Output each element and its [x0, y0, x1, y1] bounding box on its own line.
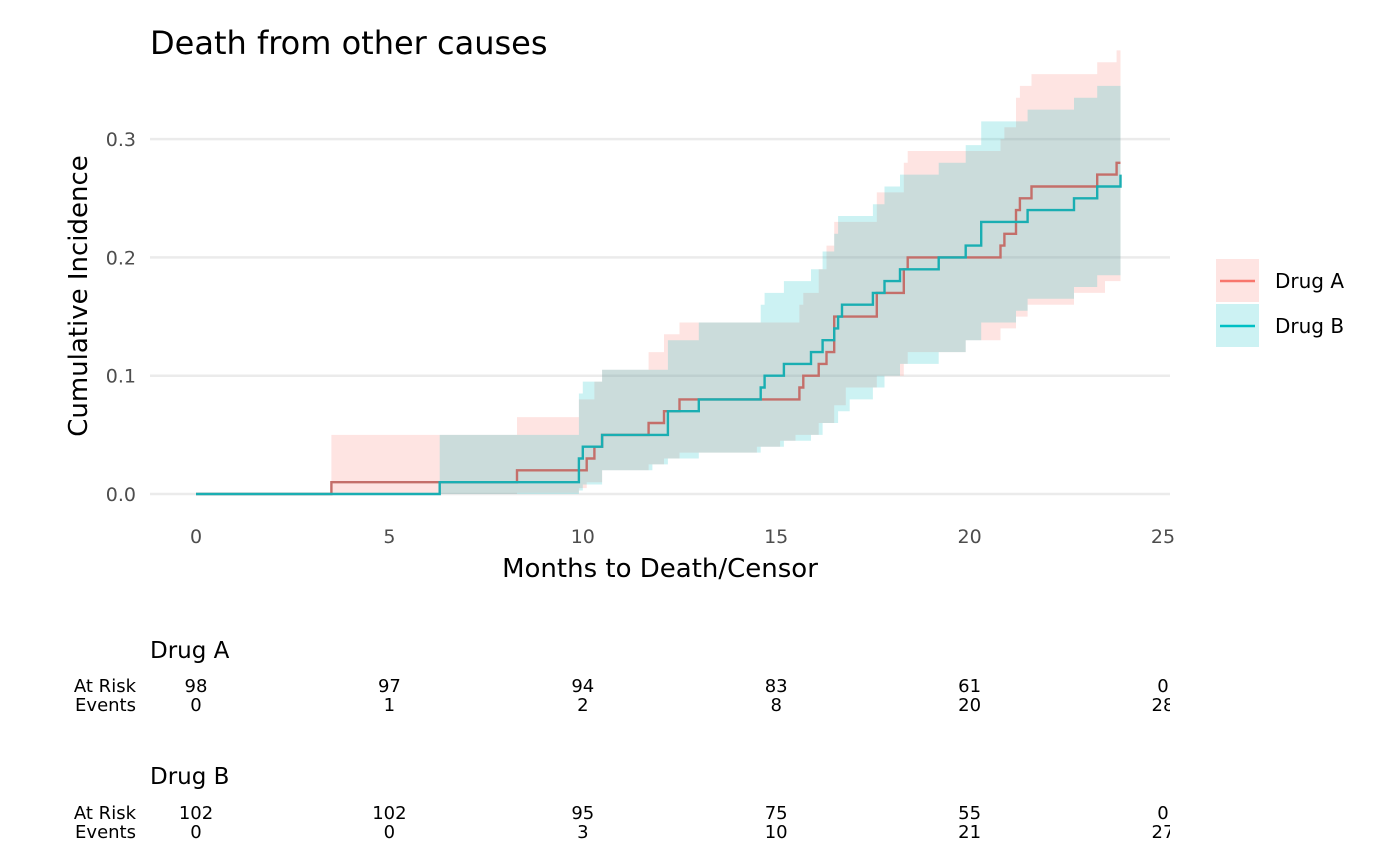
risk-cell-at-risk: 0: [1157, 676, 1169, 697]
row-label-at-risk: At Risk: [73, 803, 136, 824]
x-tick-label: 10: [571, 526, 595, 548]
risk-cell-at-risk: 75: [764, 803, 788, 824]
y-axis-ticks: 0.0 0.1 0.2 0.3: [106, 129, 136, 506]
incidence-lines: [196, 161, 1122, 496]
confidence-band-drug-b: [196, 74, 1121, 494]
chart-title: Death from other causes: [150, 24, 548, 62]
risk-cell-at-risk: 95: [571, 803, 595, 824]
x-axis-ticks: 0 5 10 15 20 25: [190, 526, 1175, 548]
x-tick-label: 5: [383, 526, 395, 548]
risk-cell-at-risk: 0: [1157, 803, 1169, 824]
risk-table-clip: Drug A At Risk Events 98 0 97 1 94 2 83 8 61 20 0 2…: [73, 638, 1170, 843]
legend: Drug A Drug B: [1216, 259, 1344, 347]
risk-cell-at-risk: 55: [958, 803, 982, 824]
risk-cell-events: 28: [1151, 695, 1170, 716]
x-tick-label: 20: [958, 526, 982, 548]
risk-cell-events: 1: [383, 695, 396, 716]
risk-cell-events: 27: [1151, 822, 1170, 843]
legend-label: Drug B: [1275, 314, 1344, 338]
risk-cell-at-risk: 98: [184, 676, 208, 697]
x-axis-label: Months to Death/Censor: [502, 554, 818, 584]
risk-cell-at-risk: 83: [764, 676, 788, 697]
risk-group-title-drug-b: Drug B: [150, 764, 230, 790]
legend-item-drug-b: Drug B: [1216, 304, 1344, 347]
risk-cell-at-risk: 102: [372, 803, 407, 824]
y-tick-label: 0.3: [106, 129, 136, 151]
risk-group-title-drug-a: Drug A: [150, 638, 230, 664]
row-label-at-risk: At Risk: [73, 676, 136, 697]
x-tick-label: 0: [190, 526, 202, 548]
y-axis-label: Cumulative Incidence: [64, 155, 94, 437]
x-tick-label: 15: [764, 526, 788, 548]
cumulative-incidence-chart: Death from other causes 0.0 0.1 0.2 0.3 0 5 1…: [64, 24, 1344, 584]
risk-cell-events: 20: [958, 695, 982, 716]
risk-cell-at-risk: 94: [571, 676, 595, 697]
risk-cell-at-risk: 102: [178, 803, 214, 824]
risk-cell-events: 0: [190, 695, 202, 716]
y-tick-label: 0.2: [106, 247, 136, 269]
incidence-line-drug-b: [196, 174, 1122, 496]
row-label-events: Events: [75, 822, 136, 843]
confidence-band-drug-a: [196, 50, 1121, 495]
risk-cell-events: 8: [770, 695, 782, 716]
y-tick-label: 0.0: [106, 484, 136, 506]
risk-cell-events: 3: [577, 822, 589, 843]
row-label-events: Events: [75, 695, 136, 716]
risk-cell-events: 10: [764, 822, 788, 843]
legend-item-drug-a: Drug A: [1216, 259, 1344, 302]
risk-cell-events: 0: [190, 822, 202, 843]
risk-cell-events: 21: [958, 822, 982, 843]
risk-cell-events: 2: [577, 695, 589, 716]
y-tick-label: 0.1: [106, 366, 136, 388]
legend-label: Drug A: [1275, 269, 1344, 293]
confidence-bands: [196, 50, 1121, 495]
risk-cell-events: 0: [383, 822, 396, 843]
incidence-line-drug-a: [196, 161, 1121, 496]
risk-cell-at-risk: 61: [958, 676, 982, 697]
risk-cell-at-risk: 97: [377, 676, 401, 697]
x-tick-label: 25: [1151, 526, 1175, 548]
